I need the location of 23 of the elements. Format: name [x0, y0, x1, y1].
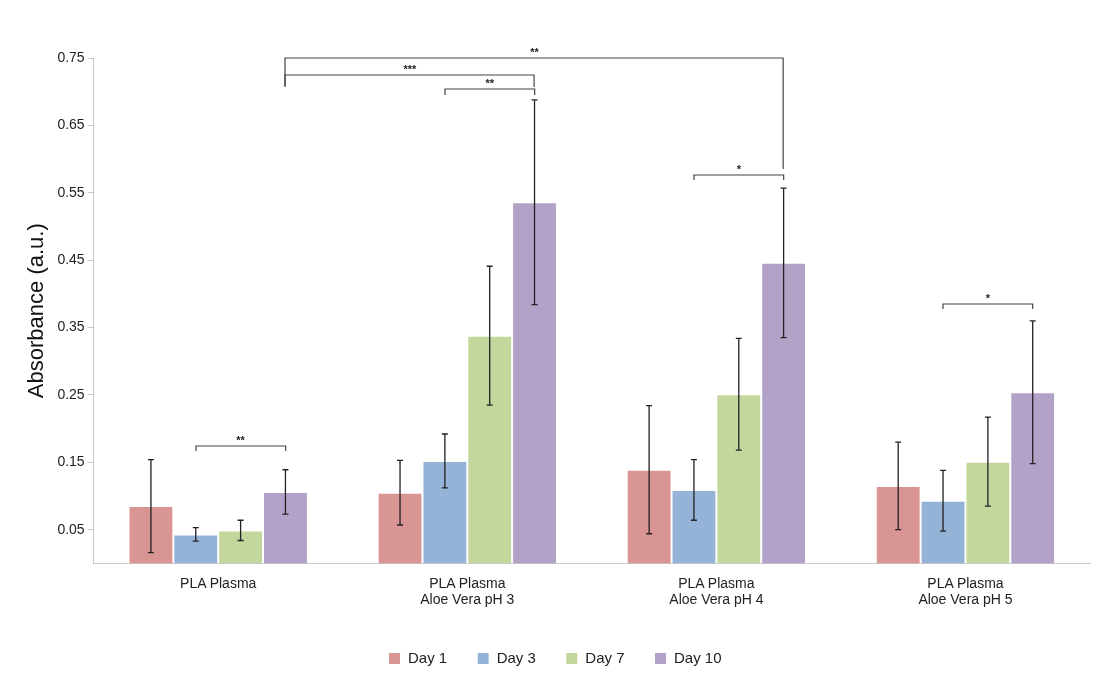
y-tick-label: 0.75 [57, 48, 85, 65]
y-tick-label: 0.45 [57, 251, 85, 268]
annotation: ** [484, 77, 495, 89]
y-tick-label: 0.55 [57, 183, 85, 200]
legend-label: Day 7 [585, 648, 625, 666]
y-tick-label: 0.05 [57, 520, 85, 537]
x-tick-label: PLA Plasma Aloe Vera pH 5 [918, 574, 1013, 608]
annotation: * [735, 163, 742, 175]
x-tick-label: PLA Plasma Aloe Vera pH 3 [420, 574, 515, 608]
x-tick-label: PLA Plasma Aloe Vera pH 4 [669, 574, 764, 608]
y-tick-label: 0.25 [57, 385, 85, 402]
y-tick-label: 0.15 [57, 453, 85, 470]
legend-label: Day 10 [674, 648, 722, 666]
legend-label: Day 3 [496, 648, 536, 666]
annotation: ** [235, 434, 246, 446]
x-tick-label: PLA Plasma [180, 574, 257, 591]
y-tick-label: 0.35 [57, 318, 85, 335]
y-axis-title: Absorbance (a.u.) [23, 223, 49, 399]
annotation: * [984, 292, 991, 304]
y-tick-label: 0.65 [57, 116, 85, 133]
annotation: *** [402, 63, 418, 75]
legend-label: Day 1 [407, 648, 448, 666]
text: ** [529, 46, 540, 58]
